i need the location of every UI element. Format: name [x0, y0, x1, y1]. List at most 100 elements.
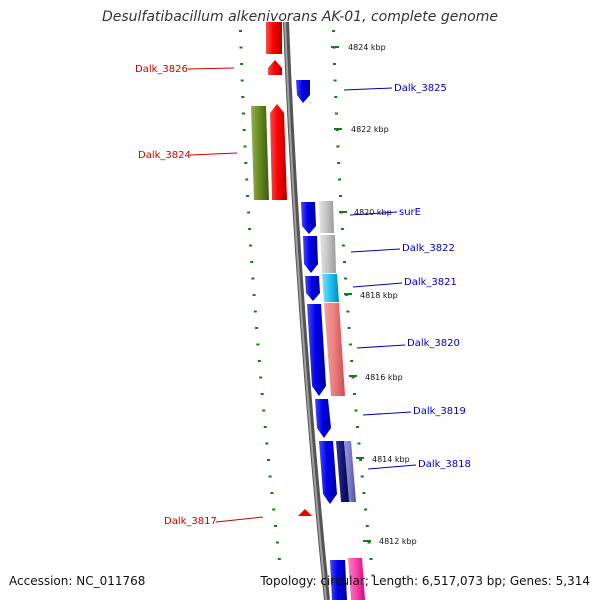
ring-dot [350, 360, 354, 362]
tick-label: 4816 kbp [365, 373, 403, 382]
label-leader-line [352, 282, 403, 288]
gene-feature-dalk-3824-olive [251, 106, 269, 200]
gene-label-dalk-3824[interactable]: Dalk_3824 [138, 150, 191, 161]
gene-label-dalk-3819[interactable]: Dalk_3819 [413, 406, 466, 417]
tick-label: 4812 kbp [379, 537, 417, 546]
ring-dot [341, 244, 345, 247]
map-title: Desulfatibacillum alkenivorans AK-01, co… [101, 9, 499, 25]
ring-dot [243, 145, 247, 148]
ring-dot [255, 327, 259, 329]
ring-dot [241, 96, 245, 98]
ring-dot [356, 426, 359, 428]
gene-category-dalk-3818-navy [336, 441, 350, 502]
ring-dot [332, 30, 335, 32]
gene-feature-sure [301, 202, 316, 234]
ring-dot [246, 195, 250, 197]
label-leader-line [367, 464, 417, 470]
gene-feature-dalk-3825 [296, 80, 310, 103]
gene-label-dalk-3818[interactable]: Dalk_3818 [418, 459, 471, 470]
gene-feature-dalk-3826 [268, 60, 282, 75]
gene-label-dalk-3821[interactable]: Dalk_3821 [404, 277, 457, 288]
ring-dot [365, 525, 369, 527]
tick-label: 4822 kbp [351, 125, 389, 134]
gene-feature-dalk-3827 [266, 22, 282, 54]
ring-dot [360, 475, 364, 478]
ring-dot [369, 558, 373, 560]
ring-dot [348, 343, 352, 346]
ring-dot [244, 162, 248, 164]
tick-label: 4820 kbp [354, 208, 392, 217]
tick-label: 4814 kbp [372, 455, 410, 464]
ring-dot [334, 112, 338, 115]
ring-dot [240, 63, 244, 65]
label-leader-line [189, 152, 238, 156]
ring-dot [250, 261, 254, 263]
ring-dot [249, 244, 253, 247]
ring-dot [343, 261, 346, 263]
label-leader-line [187, 67, 235, 70]
ring-dot [242, 112, 245, 115]
ring-dot [362, 492, 366, 494]
ring-dot [267, 459, 270, 461]
genome-summary-label: Topology: circular; Length: 6,517,073 bp… [260, 574, 590, 588]
kbp-scale: 4824 kbp 4822 kbp 4820 kbp 4818 kbp 4816… [331, 43, 417, 546]
gene-label-sure[interactable]: surE [399, 207, 421, 218]
ring-dot [262, 409, 266, 412]
gene-feature-dalk-3817 [298, 509, 312, 516]
label-leader-line [350, 248, 401, 253]
ring-dot [247, 211, 251, 214]
ring-dot [265, 442, 269, 445]
accession-label: Accession: NC_011768 [9, 574, 146, 588]
tick-label: 4824 kbp [348, 43, 386, 52]
ring-dot [260, 393, 264, 395]
gene-feature-dalk-3822-blue [303, 236, 318, 273]
ring-dot [253, 310, 257, 313]
ring-dot [354, 409, 358, 412]
ring-dot [367, 541, 371, 544]
gene-feature-dalk-3819-blue [315, 399, 331, 438]
gene-feature-dalk-3820-blue [307, 304, 326, 396]
ring-dot [364, 508, 368, 511]
label-leader-line [343, 87, 393, 91]
gene-feature-dalk-3824 [270, 104, 287, 200]
ring-dot [240, 79, 244, 82]
ring-dot [257, 360, 261, 362]
ring-dot [239, 46, 243, 49]
gene-category-dalk-3822 [320, 235, 336, 273]
ring-dot [272, 508, 276, 511]
inner-ring-dots [239, 30, 281, 560]
ring-dot [333, 63, 336, 65]
ring-dot [337, 162, 341, 164]
gene-label-dalk-3826[interactable]: Dalk_3826 [135, 64, 188, 75]
ring-dot [256, 343, 260, 346]
gene-label-dalk-3822[interactable]: Dalk_3822 [402, 243, 455, 254]
ring-dot [275, 541, 279, 544]
ring-dot [274, 525, 277, 527]
ring-dot [340, 228, 344, 230]
gene-label-dalk-3820[interactable]: Dalk_3820 [407, 338, 460, 349]
genome-backbone [283, 21, 330, 600]
ring-dot [268, 475, 272, 478]
ring-dot [347, 327, 351, 329]
gene-feature-dalk-3818-blue [319, 441, 337, 504]
ring-dot [270, 492, 274, 494]
reverse-strand-labels: Dalk_3826 Dalk_3824 Dalk_3817 [135, 64, 264, 527]
gene-label-dalk-3817[interactable]: Dalk_3817 [164, 516, 217, 527]
label-leader-line [349, 211, 398, 216]
gene-category-dalk-3820 [324, 303, 345, 396]
ring-dot [351, 376, 355, 379]
genome-backbone-highlight [284, 21, 327, 600]
gene-label-dalk-3825[interactable]: Dalk_3825 [394, 83, 447, 94]
ring-dot [277, 558, 281, 560]
ring-dot [333, 79, 337, 82]
ring-dot [371, 574, 375, 577]
forward-strand-labels: Dalk_3825 surE Dalk_3822 Dalk_3821 Dalk_… [343, 83, 471, 470]
ring-dot [251, 277, 255, 280]
ring-dot [353, 393, 356, 395]
ring-dot [339, 195, 342, 197]
ring-dot [248, 228, 252, 230]
ring-dot [338, 178, 342, 181]
tick-label: 4818 kbp [360, 291, 398, 300]
